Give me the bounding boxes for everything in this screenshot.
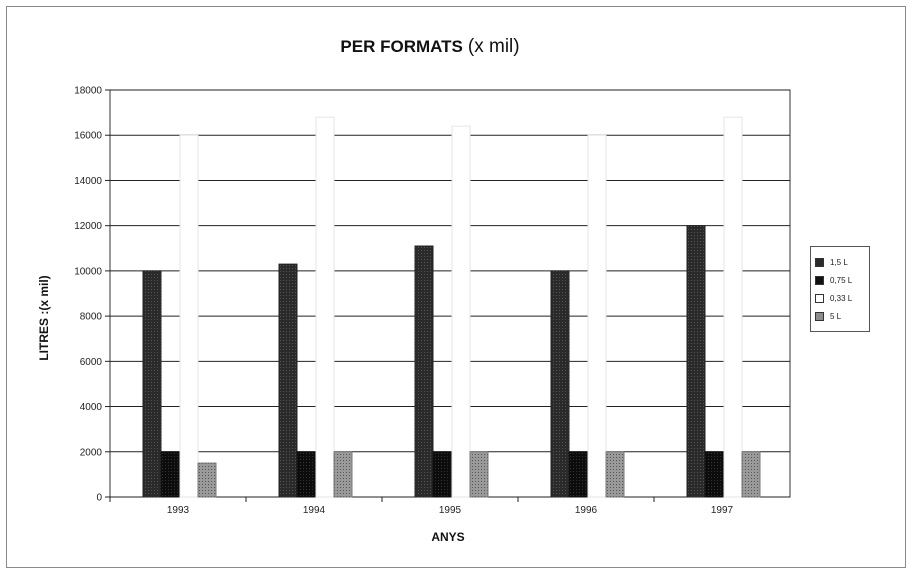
bar-5-l-1997: [741, 451, 761, 498]
y-tick-label: 18000: [74, 86, 102, 97]
bar-1-5-l-1996: [550, 270, 570, 498]
bar-5-l-1995: [469, 451, 489, 498]
legend-label: 0,33 L: [830, 293, 853, 303]
x-tick-label: 1996: [575, 505, 598, 516]
legend-item: 0,75 L: [815, 271, 865, 289]
legend-item: 5 L: [815, 307, 865, 325]
legend: 1,5 L 0,75 L 0,33 L 5 L: [810, 246, 870, 332]
y-tick-label: 4000: [80, 402, 103, 413]
y-tick-label: 10000: [74, 266, 102, 277]
bar-5-l-1993: [197, 462, 217, 498]
x-axis-label: ANYS: [431, 530, 465, 544]
bar-1-5-l-1994: [278, 263, 298, 498]
legend-item: 1,5 L: [815, 253, 865, 271]
x-tick-label: 1994: [303, 505, 326, 516]
bar-1-5-l-1993: [142, 270, 162, 498]
y-tick-label: 12000: [74, 221, 102, 232]
bar-0-33-l-1996: [587, 134, 607, 498]
legend-swatch: [815, 311, 824, 321]
y-tick-label: 16000: [74, 131, 102, 142]
legend-label: 0,75 L: [830, 275, 853, 285]
bar-5-l-1994: [333, 451, 353, 498]
legend-swatch: [815, 257, 824, 267]
bar-0-33-l-1993: [179, 134, 199, 498]
legend-label: 1,5 L: [830, 257, 848, 267]
bar-0-75-l-1993: [160, 451, 180, 498]
bar-0-75-l-1997: [704, 451, 724, 498]
chart-frame: [6, 6, 906, 568]
chart-title: PER FORMATS (x mil): [0, 36, 860, 58]
y-tick-label: 6000: [80, 357, 103, 368]
bar-1-5-l-1995: [414, 245, 434, 498]
y-tick-label: 8000: [80, 312, 103, 323]
x-tick-label: 1995: [439, 505, 462, 516]
y-tick-label: 2000: [80, 447, 103, 458]
chart-title-sub: (x mil): [467, 36, 520, 57]
bar-0-75-l-1996: [568, 451, 588, 498]
bar-0-75-l-1995: [432, 451, 452, 498]
legend-label: 5 L: [830, 311, 842, 321]
y-tick-label: 14000: [74, 176, 102, 187]
legend-item: 0,33 L: [815, 289, 865, 307]
bar-5-l-1996: [605, 451, 625, 498]
legend-swatch: [815, 275, 824, 285]
bar-0-33-l-1995: [451, 125, 471, 498]
bar-1-5-l-1997: [686, 225, 706, 498]
chart-title-main: PER FORMATS: [340, 37, 463, 56]
bar-0-33-l-1994: [315, 116, 335, 498]
bar-0-33-l-1997: [723, 116, 743, 498]
legend-swatch: [815, 293, 824, 303]
x-tick-label: 1993: [167, 505, 190, 516]
bar-0-75-l-1994: [296, 451, 316, 498]
x-tick-label: 1997: [711, 505, 734, 516]
y-tick-label: 0: [96, 493, 102, 504]
